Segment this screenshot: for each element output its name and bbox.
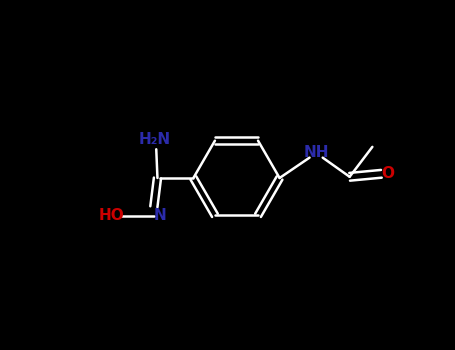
Text: O: O [381, 166, 394, 181]
Text: NH: NH [304, 145, 329, 160]
Text: H₂N: H₂N [138, 132, 171, 147]
Text: HO: HO [98, 208, 124, 223]
Text: N: N [154, 208, 167, 223]
